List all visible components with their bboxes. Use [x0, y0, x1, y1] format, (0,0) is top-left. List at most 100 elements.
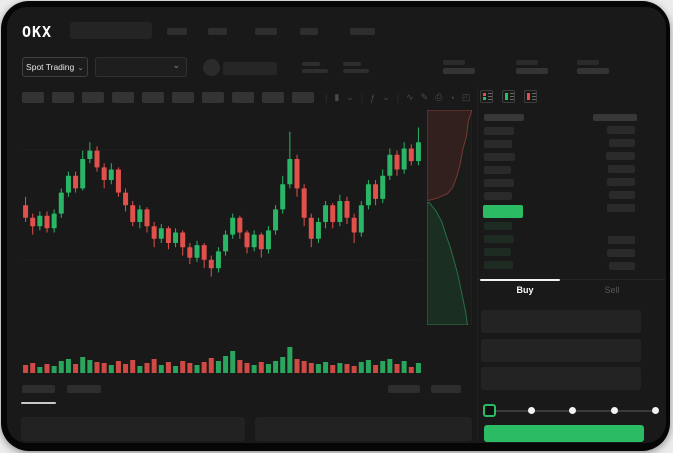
timeframe-button-skeleton[interactable] — [112, 92, 134, 103]
ask-price-row[interactable] — [484, 153, 515, 161]
nav-item-skeleton[interactable] — [350, 28, 375, 35]
amount-row[interactable] — [608, 165, 635, 173]
bottom-panel — [21, 417, 245, 441]
icon-line — [532, 96, 536, 97]
separator: | — [325, 92, 328, 103]
icon-line — [488, 93, 492, 94]
amount-row[interactable] — [606, 152, 635, 160]
chevron-down-icon: ⌄ — [172, 60, 180, 70]
amount-slider[interactable] — [478, 403, 665, 419]
timeframe-button-skeleton[interactable] — [292, 92, 314, 103]
stat-value-skeleton — [443, 68, 475, 74]
pair-name-skeleton — [223, 62, 277, 75]
amount-row[interactable] — [607, 204, 635, 212]
market-type-label: Spot Trading — [26, 62, 75, 72]
book-asks-icon[interactable] — [524, 90, 537, 103]
stat-label-skeleton — [343, 62, 361, 66]
tab-sell[interactable]: Sell — [604, 285, 620, 295]
chevron-down-icon[interactable]: ⌄ — [382, 92, 390, 102]
icon-line — [510, 93, 514, 94]
bid-price-row[interactable] — [484, 235, 514, 243]
active-bottom-tab-indicator — [21, 402, 56, 404]
chevron-down-icon[interactable]: ⌄ — [346, 92, 354, 102]
stat-label-skeleton — [577, 60, 599, 65]
last-price-highlight[interactable] — [483, 205, 523, 218]
bottom-panel — [255, 417, 472, 441]
stat-value-skeleton — [516, 68, 548, 74]
timeframe-button-skeleton[interactable] — [172, 92, 194, 103]
pair-dropdown[interactable]: ⌄ — [95, 57, 187, 77]
bottom-tab-skeleton[interactable] — [67, 385, 101, 393]
book-bids-icon[interactable] — [502, 90, 515, 103]
order-input-field[interactable] — [481, 310, 641, 333]
buy-submit-button[interactable] — [484, 425, 644, 442]
nav-item-skeleton[interactable] — [255, 28, 277, 35]
depth-chart[interactable] — [427, 110, 472, 325]
line-tool-icon[interactable]: ∿ — [406, 92, 414, 102]
search-input[interactable] — [70, 22, 152, 39]
ask-price-row[interactable] — [484, 179, 514, 187]
okx-logo[interactable]: OKX — [22, 23, 53, 41]
amount-row[interactable] — [608, 236, 635, 244]
bid-price-row[interactable] — [484, 261, 513, 269]
trading-app-window: OKX Spot Trading ⌄ ⌄ | ▮ ⌄ | ƒ ⌄ | ∿ ✎ ⎙ ◔ ◰ — [7, 7, 666, 443]
coin-avatar — [203, 59, 220, 76]
ask-price-row[interactable] — [484, 192, 512, 200]
book-combined-icon[interactable] — [480, 90, 493, 103]
icon-line — [510, 99, 514, 100]
draw-tool-icon[interactable]: ✎ — [420, 92, 429, 102]
candle-style-icon[interactable]: ▮ — [334, 92, 340, 102]
indicator-icon[interactable]: ƒ — [370, 92, 376, 103]
stat-value-skeleton — [343, 69, 369, 73]
amount-row[interactable] — [607, 178, 635, 186]
nav-item-skeleton[interactable] — [208, 28, 227, 35]
amount-row[interactable] — [609, 139, 635, 147]
nav-item-skeleton[interactable] — [167, 28, 187, 35]
nav-item-skeleton[interactable] — [300, 28, 318, 35]
order-input-field[interactable] — [481, 367, 641, 390]
slider-stop[interactable] — [610, 407, 618, 414]
panel-divider — [477, 87, 478, 441]
icon-part — [505, 93, 508, 100]
icon-line — [532, 93, 536, 94]
bid-price-row[interactable] — [484, 222, 512, 230]
timeframe-button-skeleton[interactable] — [82, 92, 104, 103]
timeframe-button-skeleton[interactable] — [262, 92, 284, 103]
tab-buy[interactable]: Buy — [516, 285, 534, 295]
slider-handle[interactable] — [483, 404, 496, 417]
amount-row[interactable] — [609, 191, 635, 199]
icon-line — [532, 99, 536, 100]
bottom-tab-skeleton[interactable] — [22, 385, 55, 393]
icon-line — [510, 96, 514, 97]
chart-toolbar-icons: | ▮ ⌄ | ƒ ⌄ | ∿ ✎ ⎙ ◔ ◰ — [325, 91, 470, 104]
slider-stop[interactable] — [652, 407, 659, 414]
ask-price-row[interactable] — [484, 127, 514, 135]
market-type-selector[interactable]: Spot Trading ⌄ — [22, 57, 88, 77]
bottom-action-skeleton[interactable] — [431, 385, 461, 393]
amount-row[interactable] — [607, 126, 635, 134]
volume-chart[interactable] — [22, 343, 422, 373]
candlestick-chart[interactable] — [22, 107, 422, 342]
timeframe-button-skeleton[interactable] — [202, 92, 224, 103]
order-input-field[interactable] — [481, 339, 641, 362]
timeframe-button-skeleton[interactable] — [52, 92, 74, 103]
bottom-action-skeleton[interactable] — [388, 385, 420, 393]
amount-row[interactable] — [609, 262, 635, 270]
ask-price-row[interactable] — [484, 140, 512, 148]
timeframe-button-skeleton[interactable] — [142, 92, 164, 103]
timeframe-button-skeleton[interactable] — [232, 92, 254, 103]
timeframe-button-skeleton[interactable] — [22, 92, 44, 103]
icon-part — [483, 97, 486, 100]
icon-part — [527, 93, 530, 100]
ask-price-row[interactable] — [484, 166, 511, 174]
slider-stop[interactable] — [527, 407, 535, 414]
snapshot-icon[interactable]: ⎙ — [435, 92, 443, 102]
fullscreen-icon[interactable]: ◰ — [461, 92, 471, 102]
amount-row[interactable] — [607, 249, 635, 257]
icon-part — [483, 93, 486, 96]
settings-icon[interactable]: ◔ — [449, 92, 455, 103]
slider-stop[interactable] — [569, 407, 576, 414]
chevron-down-icon: ⌄ — [77, 62, 84, 72]
bid-price-row[interactable] — [484, 248, 511, 256]
